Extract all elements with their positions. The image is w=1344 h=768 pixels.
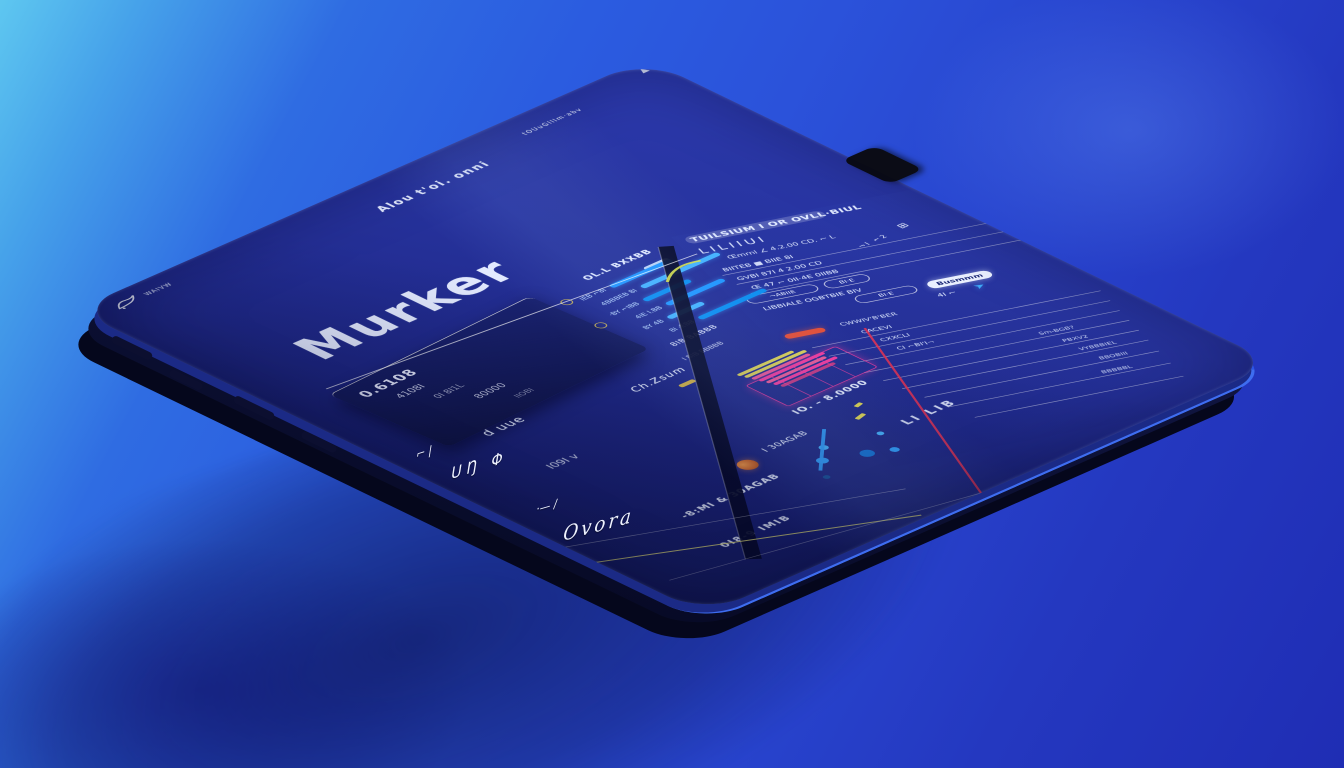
triangle-icon[interactable]: ▲	[636, 66, 652, 75]
card-footer-b: I09I v	[542, 452, 583, 471]
top-caption: Alou t'oi. onni	[372, 159, 494, 214]
status-red-pill	[782, 327, 828, 340]
scatter-caption: I 30AGAB	[759, 430, 812, 454]
row-separator	[924, 350, 1160, 398]
gold-dash	[677, 379, 697, 388]
scatter-blob	[816, 444, 831, 451]
scatter-blob	[821, 474, 833, 480]
right-panel-header: TUILSIUM I OR OVLL·BIUL	[688, 203, 865, 244]
center-title: OL.L BXXBB	[580, 248, 656, 282]
send-note: 4I ⌐	[935, 289, 959, 299]
top-micro-text: tOUuGlllm·abv	[519, 106, 585, 136]
side-label: CACEVI	[859, 324, 894, 335]
pink-row-1: -8:MI & 30AGAB	[678, 472, 784, 520]
card-row: 80000	[471, 381, 510, 401]
scatter-blob	[856, 448, 879, 459]
card-row: IIOBI	[511, 387, 537, 399]
pink-row-2: 0I8-9 IMIB	[717, 514, 795, 549]
grid-line	[791, 365, 834, 387]
orange-dot	[732, 457, 764, 472]
row-label: BY 4B	[640, 318, 667, 331]
row-separator	[901, 339, 1149, 389]
bird-scribble-icon	[117, 295, 135, 310]
grid-line	[768, 375, 812, 397]
send-icon[interactable]: ➤	[969, 281, 990, 291]
card-row: 0I 8I1L	[431, 382, 468, 400]
gold-ring-icon	[557, 297, 576, 307]
scatter-blob	[813, 456, 832, 465]
grid-line	[813, 356, 856, 377]
row-separator	[974, 375, 1184, 418]
outline-pill-button[interactable]: BI·E	[851, 284, 921, 305]
corner-brand-text: WAIVW	[141, 281, 176, 297]
corner-logo: WAIVW	[106, 279, 180, 312]
center-subline: I BIB BBBBB	[680, 340, 727, 362]
pink-caption: Ch.Zsum	[626, 365, 690, 394]
